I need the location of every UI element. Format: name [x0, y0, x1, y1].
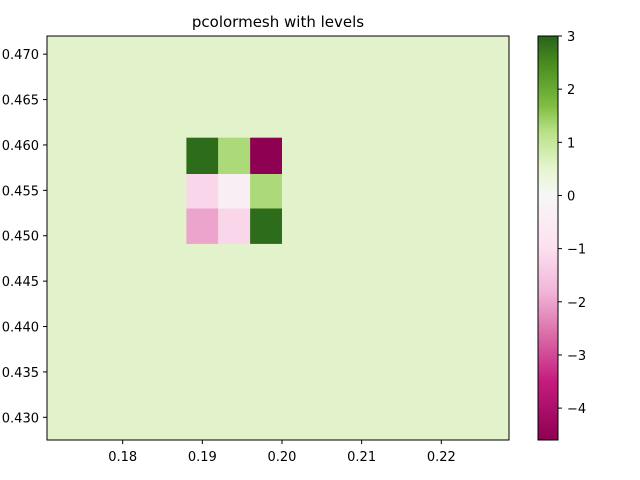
- heatmap-cell-7: [218, 208, 251, 244]
- plot-area: [46, 35, 510, 441]
- y-tick-label: 0.435: [2, 366, 39, 381]
- heatmap-cell-0: [186, 137, 219, 174]
- x-tick-label: 0.18: [108, 450, 137, 465]
- colorbar-tick-label: −2: [567, 296, 586, 311]
- colorbar-gradient: [538, 36, 558, 440]
- heatmap-cell-5: [250, 173, 282, 209]
- y-tick-label: 0.440: [2, 321, 39, 336]
- y-tick-label: 0.455: [2, 184, 39, 199]
- colorbar-tick-label: 0: [567, 189, 575, 204]
- x-tick-label: 0.21: [347, 450, 376, 465]
- y-tick-label: 0.430: [2, 411, 39, 426]
- colorbar-tick-label: 3: [567, 30, 575, 45]
- colorbar-tick-label: 1: [567, 136, 575, 151]
- heatmap-cell-1: [218, 137, 251, 174]
- x-axis: 0.18 0.19 0.20 0.21 0.22: [108, 440, 456, 465]
- colorbar-tick-label: −1: [567, 243, 586, 258]
- colorbar-tick-label: −4: [567, 402, 586, 417]
- colorbar-tick-label: −3: [567, 349, 586, 364]
- colorbar-frame: [537, 35, 559, 441]
- heatmap-cell-4: [218, 173, 251, 209]
- y-tick-label: 0.470: [2, 48, 39, 63]
- chart-title: pcolormesh with levels: [192, 13, 364, 31]
- heatmap-cell-3: [186, 173, 219, 209]
- x-tick-label: 0.20: [268, 450, 297, 465]
- y-axis: 0.430 0.435 0.440 0.445 0.450 0.455 0.460 0.465…: [2, 48, 47, 426]
- y-tick-label: 0.445: [2, 275, 39, 290]
- heatmap-cell-6: [186, 208, 219, 244]
- y-tick-label: 0.460: [2, 139, 39, 154]
- x-tick-label: 0.19: [188, 450, 217, 465]
- colorbar-tick-label: 2: [567, 83, 575, 98]
- heatmap-cell-8: [250, 208, 282, 244]
- x-tick-label: 0.22: [427, 450, 456, 465]
- heatmap-cell-2: [250, 137, 282, 174]
- y-tick-label: 0.450: [2, 230, 39, 245]
- plot-frame: [46, 35, 510, 441]
- colorbar: 3 2 1 0 −1 −2 −3 −4: [537, 30, 586, 441]
- y-tick-label: 0.465: [2, 94, 39, 109]
